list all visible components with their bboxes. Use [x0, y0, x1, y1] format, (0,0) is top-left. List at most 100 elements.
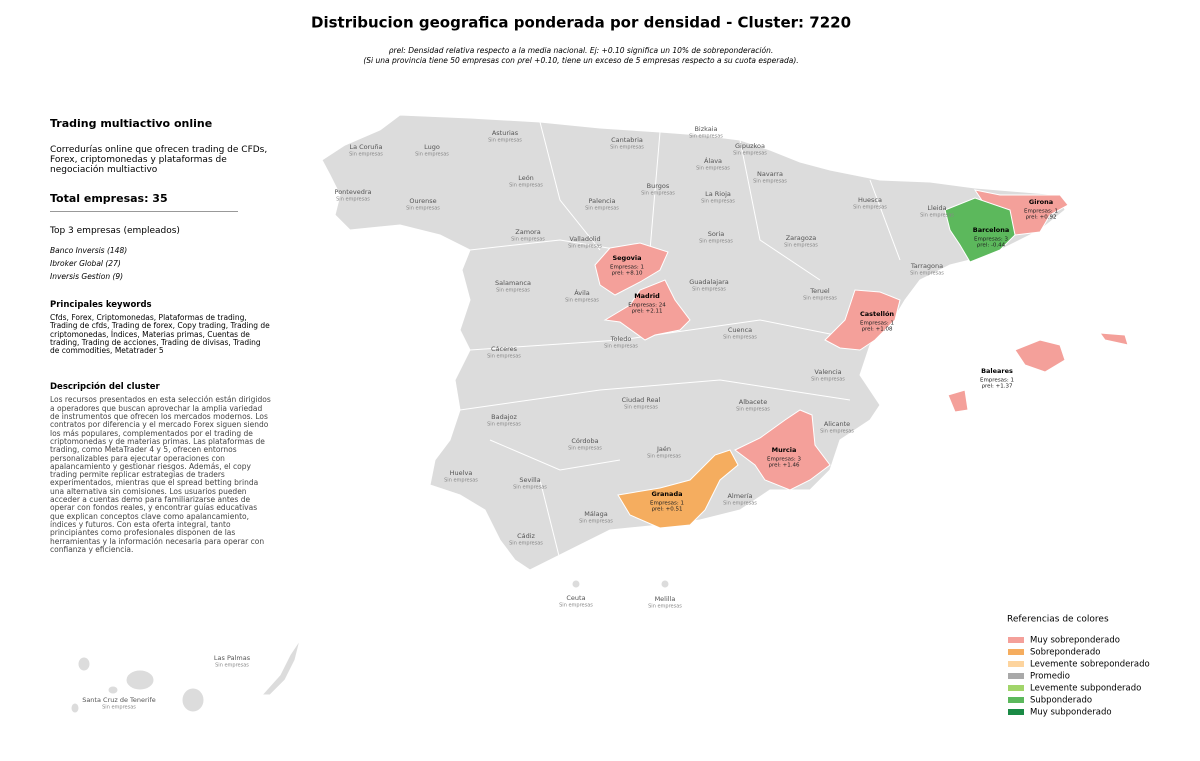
province-count: Empresas: 24: [628, 303, 666, 309]
legend-swatch: [1008, 661, 1024, 667]
legend-label: Levemente subponderado: [1030, 684, 1141, 694]
province-fill: [603, 279, 691, 341]
legend-swatch: [1008, 673, 1024, 679]
province-count: Empresas: 1: [610, 265, 644, 271]
province-count: Empresas: 1: [980, 378, 1014, 384]
province-name: Huelva: [450, 469, 473, 477]
subtitle: ρrel: Densidad relativa respecto a la me…: [389, 46, 773, 55]
province-name: Girona: [1029, 198, 1053, 206]
province-name: Madrid: [634, 292, 660, 300]
province-rho: ρrel: -0.44: [977, 243, 1006, 249]
province-name: Badajoz: [491, 413, 517, 421]
province-name: Burgos: [647, 182, 670, 190]
province-name: Toledo: [610, 335, 632, 343]
province-name: Ceuta: [566, 594, 585, 602]
province-name: Santa Cruz de Tenerife: [82, 696, 156, 704]
keywords-heading: Principales keywords: [50, 300, 152, 310]
top-heading: Top 3 empresas (empleados): [50, 226, 180, 236]
province-name: Cádiz: [517, 532, 535, 540]
province-sublabel: Sin empresas: [496, 288, 530, 294]
province-sublabel: Sin empresas: [488, 138, 522, 144]
province-name: Baleares: [981, 367, 1013, 375]
top-item: Banco Inversis (148): [50, 246, 128, 255]
province-sublabel: Sin empresas: [568, 446, 602, 452]
province-name: Álava: [704, 156, 722, 165]
legend-title: Referencias de colores: [1007, 615, 1109, 625]
province-sublabel: Sin empresas: [647, 454, 681, 460]
province-name: Zaragoza: [786, 234, 817, 242]
province-sublabel: Sin empresas: [336, 197, 370, 203]
province-name: Sevilla: [519, 476, 540, 484]
province-rho: ρrel: +2.11: [632, 309, 663, 315]
province-sublabel: Sin empresas: [648, 604, 682, 610]
province-name: Cáceres: [491, 345, 518, 353]
province-name: Cuenca: [728, 326, 752, 334]
province-sublabel: Sin empresas: [509, 541, 543, 547]
province-name: Lugo: [424, 143, 440, 151]
heading: Trading multiactivo online: [50, 117, 213, 130]
province-name: Pontevedra: [335, 188, 372, 196]
province-sublabel: Sin empresas: [513, 485, 547, 491]
province-name: Zamora: [515, 228, 540, 236]
subtitle: (Si una provincia tiene 50 empresas con …: [363, 56, 798, 65]
province-fill: [1014, 339, 1066, 373]
province-fill: [824, 289, 901, 351]
province-name: Soria: [708, 230, 725, 238]
province-sublabel: Sin empresas: [723, 335, 757, 341]
province-sublabel: Sin empresas: [853, 205, 887, 211]
province-sublabel: Sin empresas: [784, 243, 818, 249]
province-name: Córdoba: [571, 437, 598, 445]
province-rho: ρrel: +0.92: [1026, 215, 1057, 221]
province-sublabel: Sin empresas: [509, 183, 543, 189]
province-sublabel: Sin empresas: [415, 152, 449, 158]
province-name: Ourense: [409, 197, 436, 205]
province-sublabel: Sin empresas: [487, 354, 521, 360]
province-fill: [944, 197, 1016, 263]
province-sublabel: Sin empresas: [406, 206, 440, 212]
province-sublabel: Sin empresas: [811, 377, 845, 383]
total: Total empresas: 35: [50, 192, 168, 205]
province-sublabel: Sin empresas: [920, 213, 954, 219]
legend-swatch: [1008, 637, 1024, 643]
province-name: Ciudad Real: [622, 396, 661, 404]
province-fill: [617, 449, 739, 529]
province-sublabel: Sin empresas: [568, 244, 602, 250]
top-item: Ibroker Global (27): [50, 259, 121, 268]
province-rho: ρrel: +1.08: [862, 327, 894, 333]
province-name: Castellón: [860, 310, 894, 318]
province-rho: ρrel: +1.37: [982, 384, 1014, 390]
province-sublabel: Sin empresas: [733, 151, 767, 157]
legend-label: Muy subponderado: [1030, 708, 1112, 718]
province-name: Barcelona: [973, 226, 1010, 234]
province-fill: [947, 389, 969, 413]
island: [181, 687, 205, 713]
borders: [459, 121, 901, 561]
ceuta: [571, 579, 581, 589]
legend-swatch: [1008, 649, 1024, 655]
province-sublabel: Sin empresas: [604, 344, 638, 350]
island: [107, 685, 119, 695]
province-sublabel: Sin empresas: [723, 501, 757, 507]
province-name: Murcia: [772, 446, 797, 454]
province-name: Albacete: [739, 398, 767, 406]
province-name: Segovia: [612, 254, 641, 262]
province-sublabel: Sin empresas: [559, 603, 593, 609]
province-name: Almería: [727, 492, 752, 500]
top-item: Inversis Gestion (9): [50, 272, 124, 281]
province-rho: ρrel: +8.10: [612, 271, 644, 277]
province-count: Empresas: 3: [767, 457, 802, 463]
province-sublabel: Sin empresas: [349, 152, 383, 158]
island: [125, 669, 155, 691]
province-name: Alicante: [824, 420, 850, 428]
cluster-text: Los recursos presentados en esta selecci…: [50, 395, 271, 554]
province-name: Jaén: [656, 445, 671, 453]
keywords: Cfds, Forex, Criptomonedas, Plataformas …: [50, 313, 270, 356]
province-name: Huesca: [858, 196, 882, 204]
province-count: Empresas: 1: [650, 501, 684, 507]
province-name: Las Palmas: [214, 654, 251, 662]
province-sublabel: Sin empresas: [487, 422, 521, 428]
province-name: Gipuzkoa: [735, 142, 765, 150]
province-fill: [734, 409, 831, 491]
